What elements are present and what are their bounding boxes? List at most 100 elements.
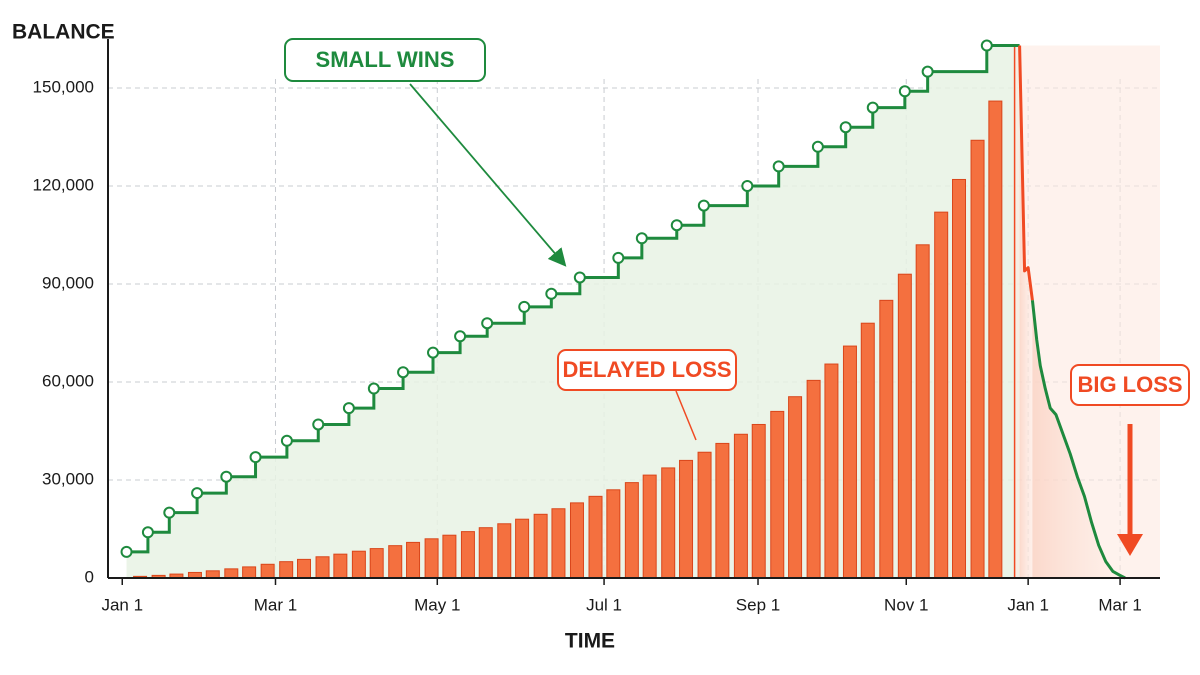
step-segment (778, 146, 820, 168)
bar (569, 502, 584, 579)
win-marker (280, 434, 293, 447)
bar (806, 379, 821, 579)
win-marker (980, 39, 993, 52)
x-tick-label: May 1 (414, 595, 460, 614)
loss-zone (1014, 45, 1160, 579)
bar (606, 489, 621, 579)
loss-line (1030, 300, 1126, 580)
step-segment (226, 457, 258, 479)
annotation-layer: 0 30,000 60,000 90,000 120,000 150,000 Jan 1 Ma… (33, 38, 1190, 614)
bar (988, 100, 1003, 579)
y-tick-label: 0 (85, 567, 94, 586)
win-marker (518, 300, 531, 313)
step-segment (676, 205, 706, 227)
bar (624, 482, 639, 579)
step-segment (169, 493, 199, 515)
bar (879, 299, 894, 579)
step-segment (817, 127, 848, 149)
bar (770, 410, 785, 579)
win-marker (312, 418, 325, 431)
win-marker (772, 160, 785, 173)
win-marker (839, 121, 852, 134)
win-marker (573, 271, 586, 284)
win-marker (342, 402, 355, 415)
bar (260, 563, 275, 579)
win-marker (141, 526, 154, 539)
bar (679, 459, 694, 579)
bar (369, 548, 384, 579)
bar (642, 474, 657, 579)
win-marker (454, 330, 467, 343)
bar (460, 531, 475, 579)
win-marker (921, 65, 934, 78)
win-marker (191, 487, 204, 500)
step-segment (927, 45, 989, 74)
bar (315, 556, 330, 579)
bar (897, 273, 912, 579)
step-segment (403, 352, 435, 374)
win-marker (866, 101, 879, 114)
step-segment (703, 186, 749, 208)
loss-line (1018, 45, 1034, 301)
bar (934, 211, 949, 579)
bar (442, 534, 457, 579)
bar (751, 423, 766, 579)
win-marker (612, 251, 625, 264)
step-segment (147, 512, 171, 534)
win-marker (545, 287, 558, 300)
win-marker (249, 451, 262, 464)
win-marker (741, 180, 754, 192)
win-marker (811, 140, 824, 153)
step-segment (845, 107, 875, 129)
annotation-arrow (409, 83, 567, 267)
bar (333, 553, 348, 579)
bar (424, 538, 439, 579)
bar (697, 451, 712, 579)
x-tick-label: Mar 1 (1098, 595, 1141, 614)
step-segment (348, 388, 376, 410)
bar (297, 558, 312, 579)
annotation-pointer (675, 390, 697, 441)
bar (478, 527, 493, 579)
y-tick-label: 150,000 (33, 77, 94, 96)
step-segment (579, 257, 620, 279)
annotation-box (1070, 364, 1190, 406)
y-tick-label: 120,000 (33, 175, 94, 194)
step-segment (487, 306, 526, 325)
x-tick-label: Nov 1 (884, 595, 928, 614)
x-tick-label: Jan 1 (101, 595, 143, 614)
step-segment (904, 71, 930, 93)
y-tick-label: 30,000 (42, 469, 94, 488)
bar (661, 467, 676, 579)
bar (388, 545, 403, 579)
y-tick-label: 90,000 (42, 273, 94, 292)
bar (515, 518, 530, 579)
win-marker (635, 232, 648, 245)
win-marker (397, 366, 410, 379)
x-axis-title: TIME (565, 630, 615, 653)
y-axis-title: BALANCE (12, 21, 115, 44)
bar (205, 570, 220, 579)
bar (915, 244, 930, 579)
annotation-text: BIG LOSS (1077, 372, 1182, 397)
step-segment (618, 238, 644, 260)
x-tick-label: Mar 1 (254, 595, 297, 614)
bar (842, 345, 857, 579)
x-tick-label: Jul 1 (586, 595, 622, 614)
annotation-box (557, 349, 737, 391)
bar (279, 561, 294, 579)
bar (824, 363, 839, 579)
win-marker (898, 85, 911, 98)
bar (406, 541, 421, 579)
bar (533, 513, 548, 579)
x-tick-label: Jan 1 (1007, 595, 1049, 614)
win-marker (481, 317, 494, 330)
step-segment (747, 166, 781, 188)
win-marker (367, 382, 380, 395)
y-tick-label: 60,000 (42, 371, 94, 390)
bar (551, 508, 566, 579)
step-segment (126, 532, 150, 554)
win-marker (697, 199, 710, 212)
annotation-text: DELAYED LOSS (562, 357, 731, 382)
bar (733, 433, 748, 579)
